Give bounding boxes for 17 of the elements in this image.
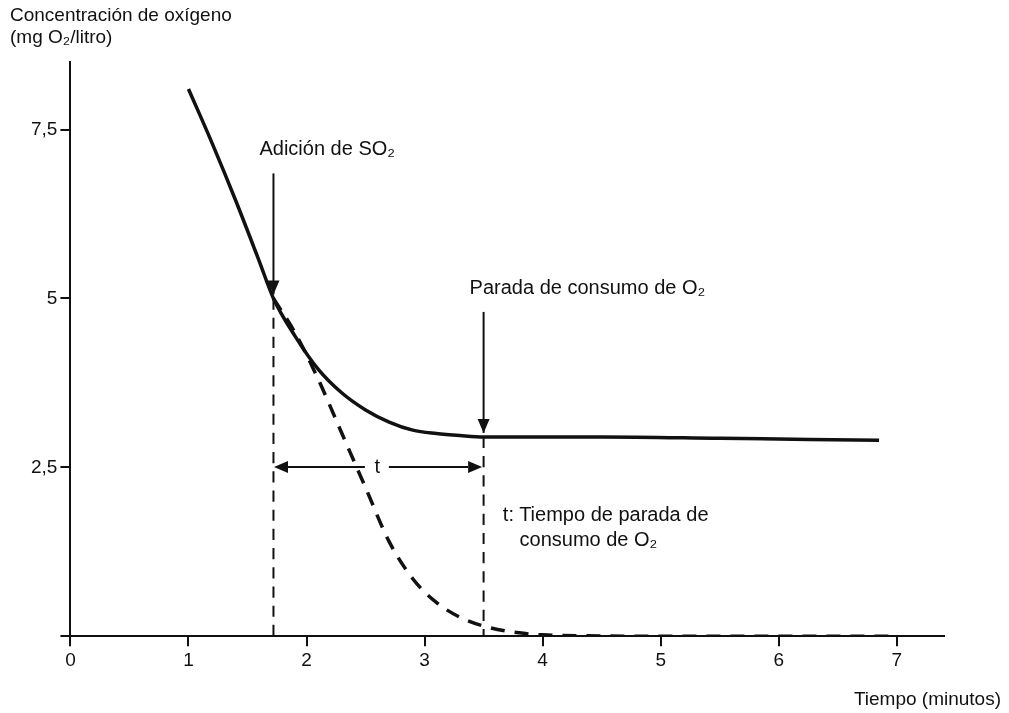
x-tick-label: 3 <box>419 648 430 670</box>
x-tick-label: 4 <box>537 648 549 670</box>
annotation: t <box>374 454 381 477</box>
annotation: Parada de consumo de O₂ <box>469 275 706 298</box>
x-axis-title: Tiempo (minutos) <box>853 688 1001 709</box>
y-tick-label: 5 <box>46 286 58 308</box>
y-tick-label: 7,5 <box>30 117 58 139</box>
x-tick-label: 7 <box>891 648 903 670</box>
y-tick-label: 2,5 <box>30 455 58 477</box>
y-axis-title: Concentración de oxígeno (mg O₂/litro) <box>10 4 232 48</box>
x-tick-label: 1 <box>183 648 194 670</box>
x-tick-label: 0 <box>65 648 76 670</box>
annotation: Adición de SO₂ <box>259 137 396 160</box>
annotation: t: Tiempo de parada de consumo de O₂ <box>502 503 709 551</box>
x-tick-label: 5 <box>655 648 666 670</box>
x-tick-label: 6 <box>773 648 785 670</box>
x-tick-label: 2 <box>301 648 312 670</box>
